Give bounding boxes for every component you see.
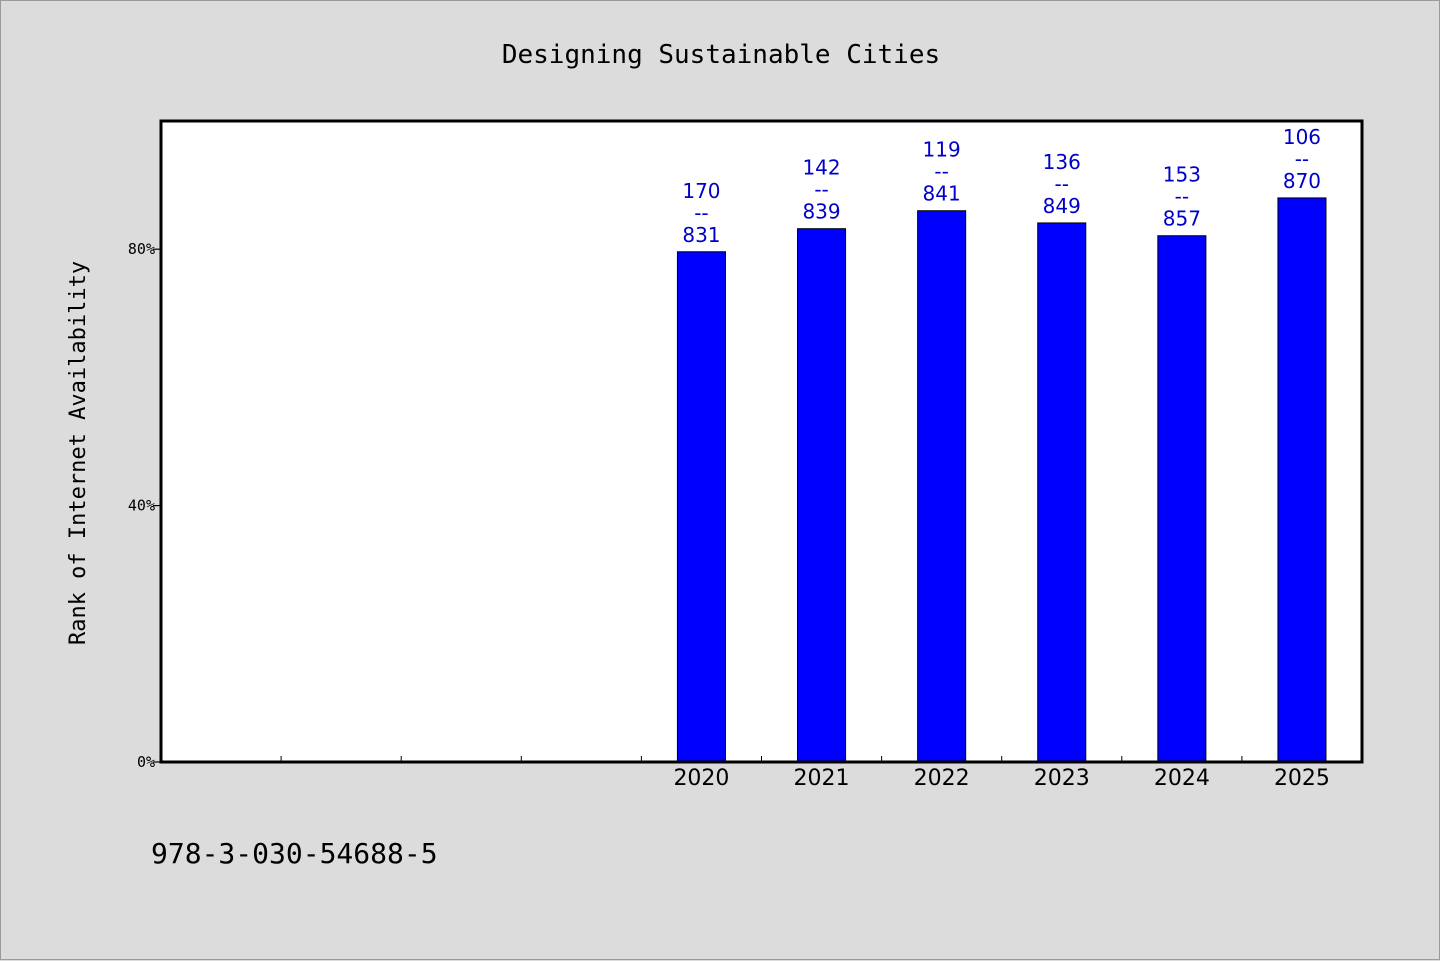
x-tick-label: 2021 bbox=[794, 766, 850, 791]
bar bbox=[797, 228, 847, 763]
bar-data-label: 839 bbox=[802, 200, 840, 224]
bar-data-label: -- bbox=[1295, 147, 1309, 171]
bar-data-label: 170 bbox=[682, 179, 720, 203]
axis-ticks-layer: 0% 40% 80% 2020 2021 2022 2023 2024 2025 bbox=[128, 240, 1330, 791]
x-tick-label: 2022 bbox=[914, 766, 970, 791]
bar-data-label: 142 bbox=[802, 156, 840, 180]
bar bbox=[1277, 197, 1327, 763]
bar-data-label: 849 bbox=[1043, 194, 1081, 218]
bar-data-label: 106 bbox=[1283, 125, 1321, 149]
x-tick-label: 2025 bbox=[1274, 766, 1330, 791]
bar-data-label: -- bbox=[1055, 172, 1069, 196]
bar-data-label: -- bbox=[814, 178, 828, 202]
x-tick-label: 2024 bbox=[1154, 766, 1210, 791]
y-tick-label: 80% bbox=[128, 240, 155, 258]
plot-border bbox=[159, 119, 1364, 764]
bar bbox=[676, 251, 726, 763]
bar-data-label: 136 bbox=[1043, 150, 1081, 174]
x-tick-label: 2023 bbox=[1034, 766, 1090, 791]
bar bbox=[1157, 235, 1207, 763]
bar-data-label: 857 bbox=[1163, 207, 1201, 231]
bar-data-label: -- bbox=[934, 160, 948, 184]
isbn-text: 978-3-030-54688-5 bbox=[151, 837, 438, 870]
bar-data-label: 831 bbox=[682, 223, 720, 247]
bar bbox=[1037, 222, 1087, 763]
bar-data-label: 153 bbox=[1163, 163, 1201, 187]
bar bbox=[917, 210, 967, 763]
bar-data-label: -- bbox=[1175, 185, 1189, 209]
y-axis-label: Rank of Internet Availability bbox=[66, 261, 91, 645]
bar-labels-layer: 170--831142--839119--841136--849153--857… bbox=[682, 125, 1321, 247]
bar-data-label: 841 bbox=[923, 182, 961, 206]
bars-layer bbox=[676, 197, 1327, 763]
bar-data-label: 119 bbox=[923, 138, 961, 162]
y-tick-label: 40% bbox=[128, 497, 155, 515]
x-tick-label: 2020 bbox=[673, 766, 729, 791]
bar-data-label: 870 bbox=[1283, 169, 1321, 193]
y-tick-label: 0% bbox=[137, 753, 155, 771]
chart-title: Designing Sustainable Cities bbox=[502, 40, 940, 70]
bar-data-label: -- bbox=[694, 201, 708, 225]
